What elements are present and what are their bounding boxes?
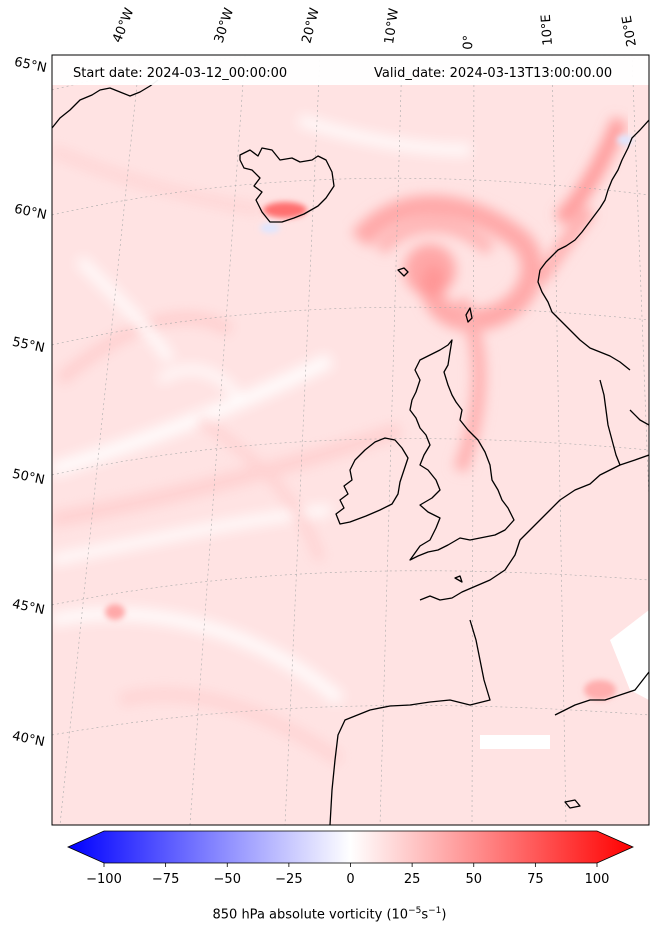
colorbar-tick-label: −50 <box>213 872 241 887</box>
colorbar-tick-label: 75 <box>527 872 544 887</box>
colorbar-tick-label: −25 <box>275 872 303 887</box>
colorbar-tick-label: 100 <box>584 872 610 887</box>
start-date-label: Start date: 2024-03-12_00:00:00 <box>73 66 288 81</box>
colorbar-tick-label: −100 <box>86 872 122 887</box>
colorbar-tick-label: 0 <box>346 872 355 887</box>
colorbar-tick-label: −75 <box>151 872 180 887</box>
coastlines <box>52 79 649 825</box>
valid-date-label: Valid_date: 2024-03-13T13:00:00.00 <box>374 66 613 81</box>
colorbar-label: 850 hPa absolute vorticity (10−5s−1) <box>212 906 447 923</box>
colorbar-tick-label: 25 <box>403 872 421 887</box>
vorticity-field <box>52 55 649 825</box>
colorbar <box>67 830 634 867</box>
lon-label-0: 0° <box>461 34 477 50</box>
colorbar-tick-label: 50 <box>465 872 483 887</box>
map-frame <box>51 54 650 826</box>
lon-label-10e: 10°E <box>538 13 556 47</box>
